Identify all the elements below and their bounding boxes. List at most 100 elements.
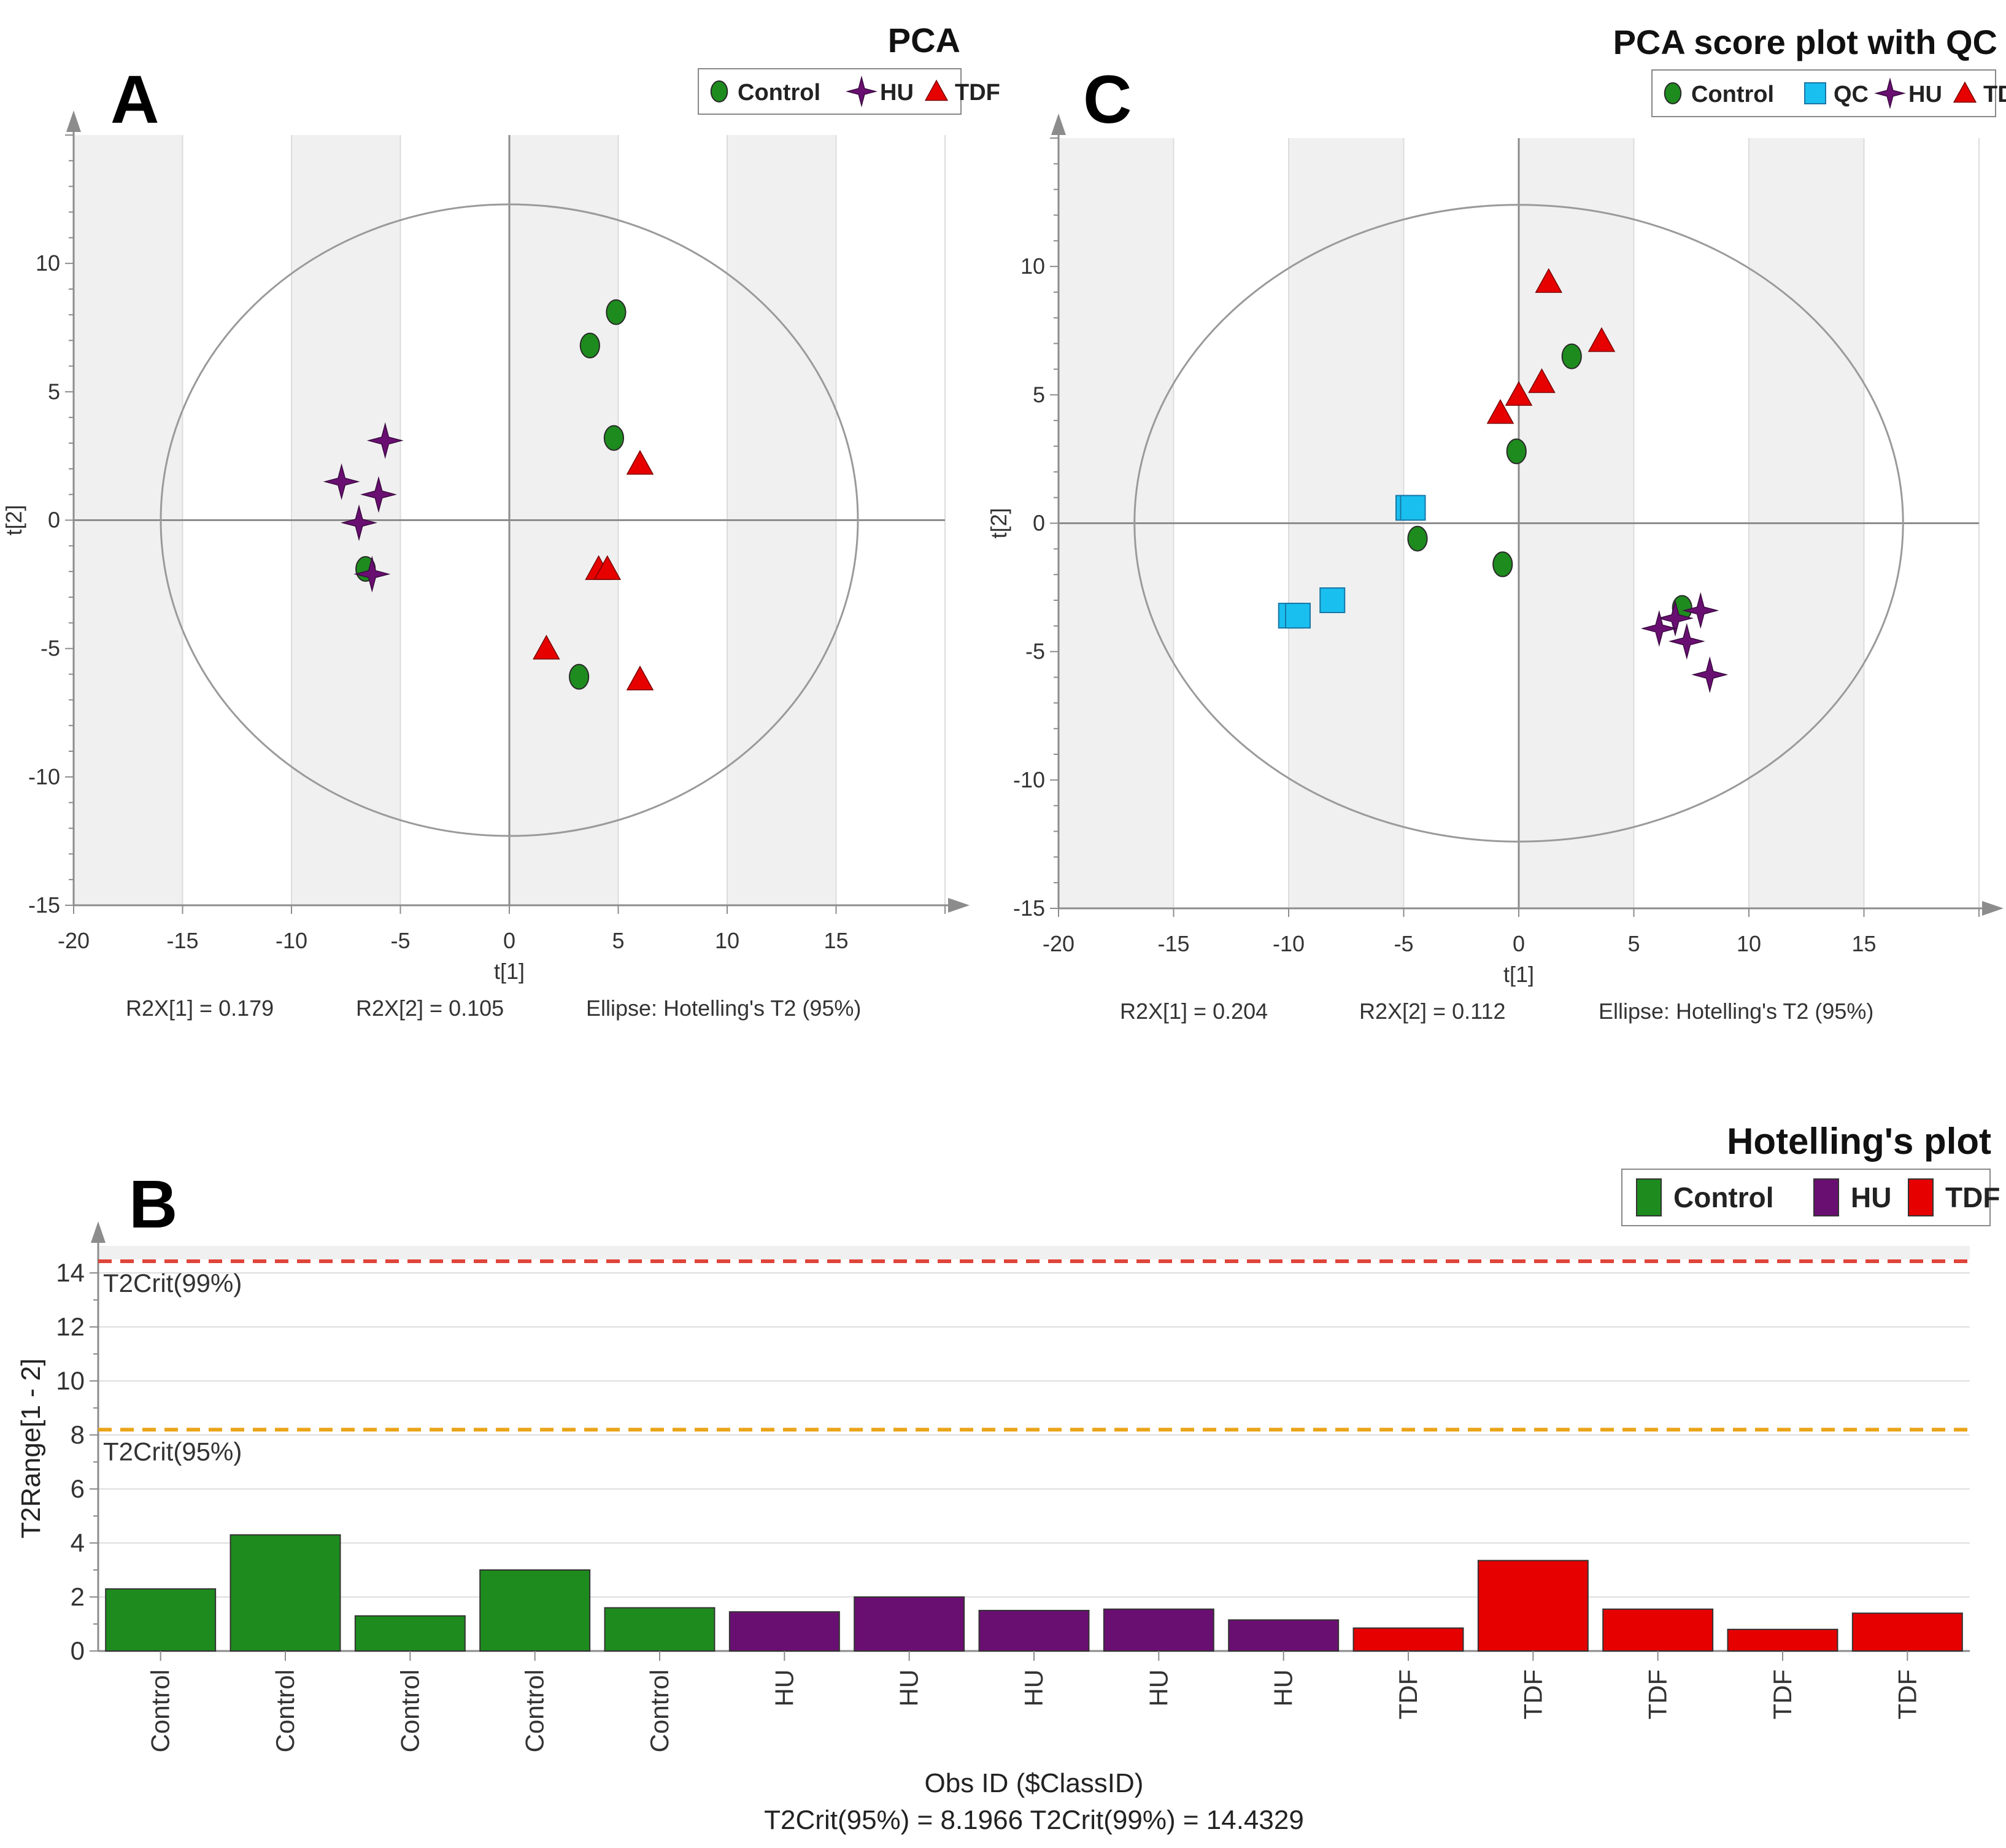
y-axis-label: T2Range[1 - 2] [16,1358,46,1539]
y-tick-label: -15 [1013,895,1045,921]
x-tick-label: -20 [1043,931,1074,956]
y-tick-label: 6 [71,1474,85,1503]
chart-title: PCA [888,21,960,60]
point-tdf [593,555,622,580]
x-axis-label: Obs ID ($ClassID) [925,1768,1144,1798]
y-tick-label: 0 [71,1636,85,1665]
panel-c-pca-qc: -20 -15 -10 -5 0 5 10 15 -15 -10 -5 0 5 10 t[1] t[2] R2X… [986,23,2006,1024]
legend-box [698,68,962,115]
y-tick-label: 8 [71,1420,85,1449]
point-tdf [1486,399,1514,424]
legend-swatch-tdf [1908,1178,1934,1216]
bar-tdf [1477,1560,1589,1652]
bar-hu [978,1610,1090,1652]
legend: Control QC HU TDF [1651,69,2006,117]
footer-text: T2Crit(95%) = 8.1966 T2Crit(99%) = 14.43… [764,1805,1304,1835]
point-control [1506,438,1527,465]
footer-text: R2X[2] = 0.112 [1359,999,1506,1024]
point-control [579,333,600,359]
bar-tdf [1727,1628,1838,1652]
y-tick-label: 12 [56,1312,85,1341]
x-tick-label: HU [1269,1669,1298,1707]
legend-marker-control [1664,82,1682,104]
point-control [606,299,627,325]
point-qc [1400,495,1426,521]
legend-marker-qc [1804,82,1826,104]
x-axis-arrow [1982,901,2004,916]
point-control [1492,551,1513,578]
point-hu [323,463,360,500]
x-tick-label: Control [271,1669,299,1752]
x-tick-label: 10 [1737,931,1761,956]
y-axis-label: t[2] [986,508,1011,538]
bar-tdf [1602,1608,1714,1652]
x-tick-label: Control [146,1669,175,1752]
bar-hu [1103,1608,1214,1652]
x-tick-label: 0 [503,928,515,953]
plot-area [98,1259,1970,1651]
legend-label-control: Control [738,80,820,106]
point-tdf [533,635,560,660]
y-tick-label: -10 [28,764,60,789]
bar-tdf [1352,1627,1464,1652]
point-control [569,663,590,690]
legend-label-tdf: TDF [1983,82,2006,107]
legend-label-hu: HU [1908,82,1942,107]
point-tdf [1505,381,1533,406]
x-tick-label: 15 [1851,931,1876,956]
legend: Control HU TDF [698,68,1000,115]
x-axis-arrow [948,898,970,913]
y-axis-arrow [1051,114,1066,135]
legend-marker-hu [846,75,878,107]
x-tick-label: Control [645,1669,674,1752]
chart-title: Hotelling's plot [1727,1121,1991,1162]
y-tick-label: 10 [36,250,60,276]
point-hu [360,476,397,513]
x-tick-label: -15 [1157,931,1189,956]
legend-marker-hu [1874,77,1906,109]
legend-swatch-hu [1813,1178,1839,1216]
legend: Control HU TDF [1621,1169,2000,1226]
x-tick-label: -5 [1394,931,1413,956]
y-tick-label: 0 [48,508,60,533]
point-tdf [626,450,654,475]
y-axis-label: t[2] [1,505,26,535]
legend-label-hu: HU [1851,1181,1891,1213]
y-tick-label: 10 [1020,253,1045,279]
x-tick-label: TDF [1892,1669,1921,1720]
point-control [1407,525,1428,552]
legend-label-hu: HU [880,80,914,106]
x-tick-label: -15 [166,928,198,953]
footer-text: R2X[2] = 0.105 [356,996,504,1021]
panel-c-letter: C [1083,62,1132,137]
x-tick-label: 15 [824,928,848,953]
x-tick-label: 5 [1627,931,1640,956]
y-tick-label: 10 [56,1366,85,1395]
x-axis-label: t[1] [494,959,525,984]
point-hu [1640,610,1678,647]
legend-label-tdf: TDF [955,80,1000,106]
bar-tdf [1851,1612,1963,1652]
footer-text: Ellipse: Hotelling's T2 (95%) [586,996,861,1021]
legend-marker-control [710,80,728,102]
x-tick-label: -20 [58,928,90,953]
y-tick-label: -10 [1013,767,1045,792]
threshold-label-crit99: T2Crit(99%) [103,1269,242,1297]
bar-control [479,1569,591,1652]
y-tick-label: -5 [1025,639,1045,664]
hotelling-ellipse [160,203,859,837]
x-tick-label: -10 [1273,931,1305,956]
x-tick-label: -10 [276,928,307,953]
y-tick-label: 4 [71,1528,85,1557]
x-tick-label: TDF [1768,1669,1797,1720]
point-qc [1285,603,1311,629]
footer-text: R2X[1] = 0.204 [1120,999,1268,1024]
x-tick-label: HU [770,1669,798,1707]
x-tick-label: TDF [1518,1669,1547,1720]
point-hu [366,422,404,459]
plot-top-band [98,1246,1970,1259]
x-tick-label: HU [895,1669,924,1707]
point-hu [353,555,391,593]
